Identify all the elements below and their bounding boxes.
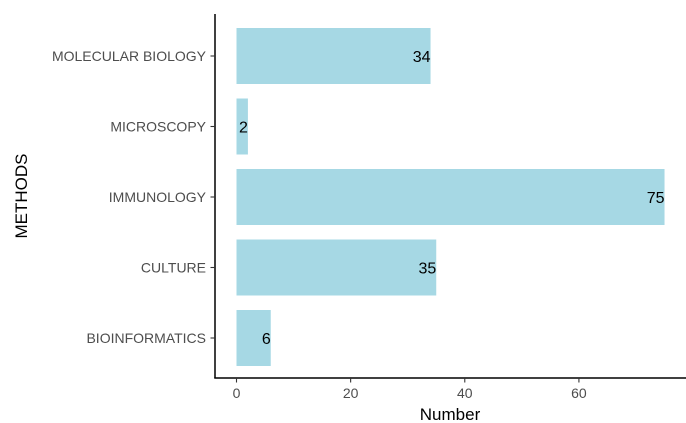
data-label: 6	[262, 331, 271, 348]
data-label: 35	[418, 261, 436, 278]
data-label: 34	[413, 49, 431, 66]
y-axis-ticks: MOLECULAR BIOLOGY MICROSCOPY IMMUNOLOGY CUL…	[52, 48, 215, 346]
data-label: 75	[647, 190, 665, 207]
y-tick-label: BIOINFORMATICS	[86, 330, 206, 346]
y-tick-label: MOLECULAR BIOLOGY	[52, 48, 207, 64]
x-tick-label: 60	[571, 385, 587, 401]
y-tick-label: MICROSCOPY	[110, 119, 206, 135]
y-axis-title: METHODS	[12, 154, 31, 239]
bar	[236, 98, 248, 155]
x-tick-label: 0	[233, 385, 241, 401]
bar	[236, 169, 665, 225]
bar	[236, 239, 437, 296]
x-tick-label: 40	[457, 385, 473, 401]
data-label: 2	[239, 120, 248, 137]
x-tick-label: 20	[343, 385, 359, 401]
y-tick-label: IMMUNOLOGY	[109, 189, 207, 205]
x-axis-ticks: 0 20 40 60	[233, 378, 587, 401]
bar	[236, 28, 431, 84]
bar	[236, 310, 271, 366]
y-tick-label: CULTURE	[141, 260, 206, 276]
bars	[236, 28, 665, 366]
data-labels: 34 2 75 35 6	[239, 49, 665, 348]
x-axis-title: Number	[420, 405, 481, 423]
